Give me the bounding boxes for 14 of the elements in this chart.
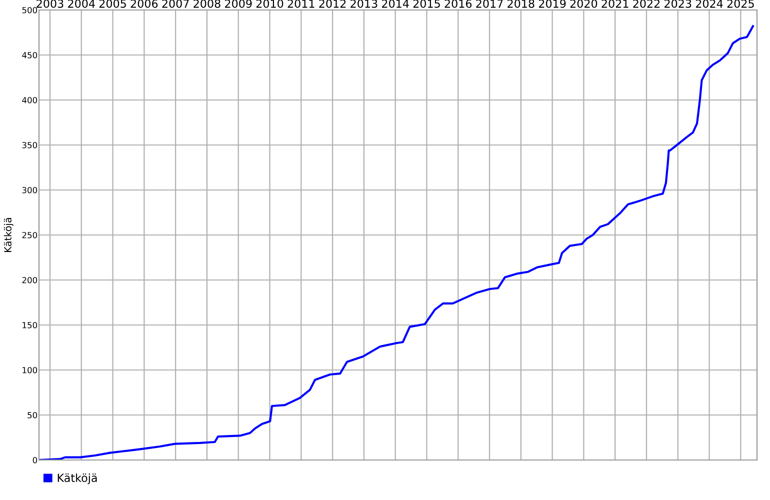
line-series [39, 25, 754, 460]
y-tick-label: 100 [22, 366, 38, 374]
y-tick-label: 50 [28, 412, 38, 418]
y-axis-title: Kätköjä [4, 218, 14, 252]
y-tick-label: 150 [22, 322, 38, 328]
y-tick-label: 200 [22, 276, 38, 284]
y-tick-label: 400 [22, 96, 38, 104]
y-tick-label: 500 [22, 6, 38, 14]
legend-label: Kätköjä [58, 473, 97, 484]
y-tick-label: 250 [22, 232, 38, 238]
y-tick-label: 450 [22, 52, 38, 58]
y-tick-label: 350 [22, 142, 38, 148]
y-tick-label: 0 [32, 456, 38, 464]
y-tick-label: 300 [22, 186, 38, 194]
